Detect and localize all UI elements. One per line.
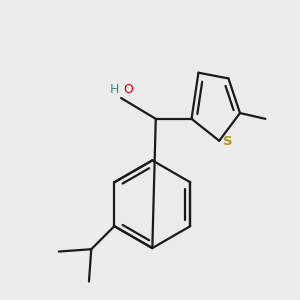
Text: H: H xyxy=(110,83,119,96)
Text: O: O xyxy=(124,83,133,96)
Text: S: S xyxy=(223,135,232,148)
